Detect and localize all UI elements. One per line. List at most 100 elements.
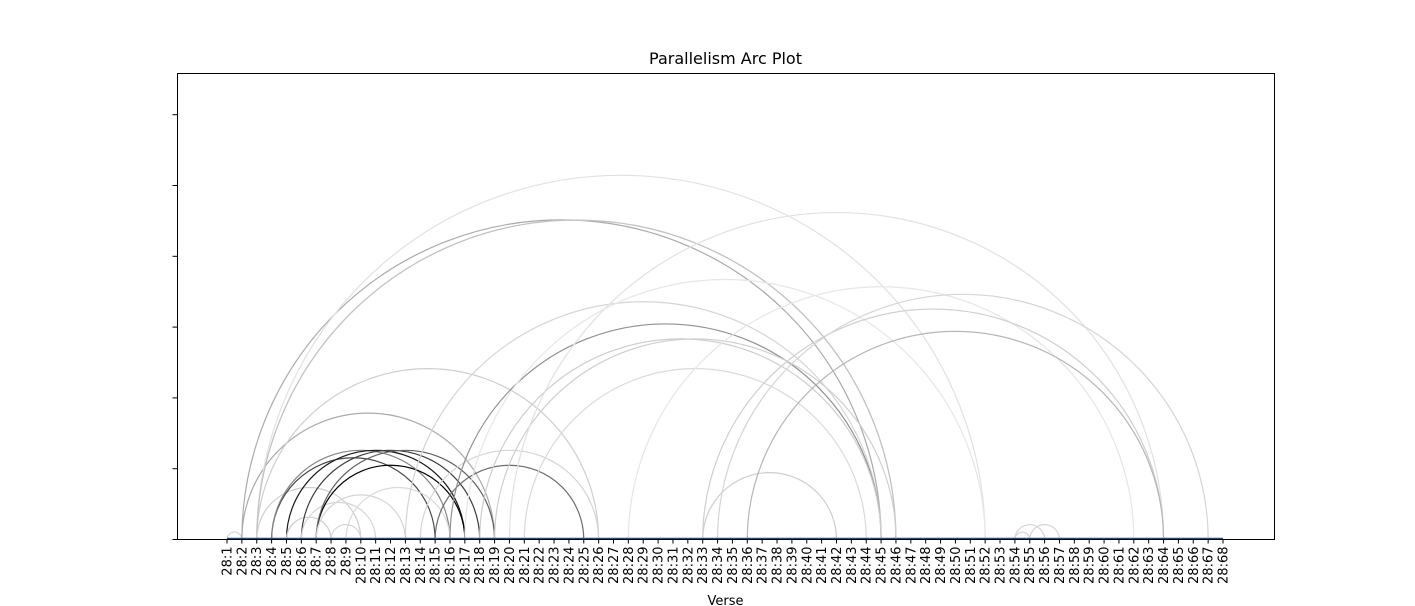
- x-tick-label: 28:22: [533, 547, 548, 584]
- x-tick-label: 28:8: [325, 547, 340, 576]
- arc-28-55-to-28-57: [1029, 524, 1061, 540]
- x-tick-label: 28:56: [1038, 547, 1053, 584]
- x-tick-label: 28:2: [235, 547, 250, 576]
- x-tick-label: 28:65: [1172, 547, 1187, 584]
- arc-28-2-to-28-19: [241, 412, 496, 540]
- y-axis: [172, 114, 178, 540]
- x-tick-label: 28:57: [1053, 547, 1068, 584]
- arc-28-20-to-28-64: [508, 211, 1165, 540]
- x-tick-label: 28:25: [577, 547, 592, 584]
- x-tick-label: 28:43: [845, 547, 860, 584]
- x-tick-label: 28:9: [339, 547, 354, 576]
- x-tick-label: 28:47: [904, 547, 919, 584]
- x-tick-label: 28:61: [1112, 547, 1127, 584]
- x-tick-label: 28:33: [696, 547, 711, 584]
- x-tick-label: 28:64: [1157, 547, 1172, 584]
- arc-28-5-to-28-8: [285, 516, 332, 540]
- x-tick-label: 28:32: [681, 547, 696, 584]
- x-tick-label: 28:12: [384, 547, 399, 584]
- arc-28-33-to-28-42: [702, 472, 838, 540]
- x-tick-label: 28:4: [265, 547, 280, 576]
- x-tick-label: 28:62: [1127, 547, 1142, 584]
- x-tick-label: 28:35: [726, 547, 741, 584]
- x-tick-label: 28:52: [979, 547, 994, 584]
- arc-28-3-to-28-52: [256, 174, 986, 540]
- arc-28-9-to-28-16: [345, 486, 451, 540]
- arc-28-3-to-28-26: [256, 367, 600, 540]
- x-tick-label: 28:16: [443, 547, 458, 584]
- x-tick-label: 28:42: [830, 547, 845, 584]
- x-tick-label: 28:21: [518, 547, 533, 584]
- arc-28-3-to-28-10: [256, 486, 362, 540]
- x-axis-label: Verse: [708, 594, 744, 606]
- arc-28-3-to-28-46: [256, 219, 897, 540]
- x-tick-label: 28:41: [815, 547, 830, 584]
- arc-28-5-to-28-17: [285, 449, 466, 540]
- x-tick-label: 28:63: [1142, 547, 1157, 584]
- arc-28-2-to-28-45: [241, 219, 882, 540]
- x-tick-label: 28:45: [875, 547, 890, 584]
- x-tick-label: 28:37: [756, 547, 771, 584]
- x-tick-label: 28:68: [1217, 547, 1232, 584]
- x-tick-label: 28:40: [800, 547, 815, 584]
- arc-28-8-to-28-10: [330, 524, 362, 540]
- arc-28-54-to-28-55: [1014, 531, 1031, 540]
- x-tick-label: 28:44: [860, 547, 875, 584]
- arc-28-16-to-28-45: [449, 323, 882, 540]
- arc-28-7-to-28-13: [315, 494, 406, 540]
- x-tick-label: 28:19: [488, 547, 503, 584]
- arc-28-6-to-28-11: [300, 501, 377, 540]
- arc-28-14-to-28-26: [419, 449, 600, 540]
- x-tick-label: 28:48: [919, 547, 934, 584]
- x-tick-label: 28:7: [310, 547, 325, 576]
- x-tick-label: 28:15: [429, 547, 444, 584]
- x-tick-label: 28:18: [473, 547, 488, 584]
- x-tick-label: 28:58: [1068, 547, 1083, 584]
- x-tick-label: 28:59: [1083, 547, 1098, 584]
- chart-title: Parallelism Arc Plot: [649, 49, 802, 68]
- x-tick-label: 28:27: [607, 547, 622, 584]
- x-tick-label: 28:66: [1187, 547, 1202, 584]
- x-tick-label: 28:38: [771, 547, 786, 584]
- x-tick-label: 28:53: [994, 547, 1009, 584]
- arc-28-36-to-28-64: [746, 330, 1165, 540]
- arc-28-6-to-28-18: [300, 449, 481, 540]
- x-tick-label: 28:36: [741, 547, 756, 584]
- x-tick-label: 28:39: [785, 547, 800, 584]
- x-tick-label: 28:50: [949, 547, 964, 584]
- x-tick-label: 28:34: [711, 547, 726, 584]
- x-tick-label: 28:1: [221, 547, 236, 576]
- axes-frame: [177, 73, 1275, 540]
- x-tick-label: 28:20: [503, 547, 518, 584]
- x-tick-label: 28:46: [889, 547, 904, 584]
- x-tick-label: 28:29: [637, 547, 652, 584]
- arc-28-28-to-28-62: [627, 286, 1135, 540]
- x-tick-label: 28:26: [592, 547, 607, 584]
- x-tick-label: 28:5: [280, 547, 295, 576]
- arc-28-7-to-28-17: [315, 464, 466, 540]
- arc-28-17-to-28-52: [464, 278, 986, 540]
- x-tick-label: 28:49: [934, 547, 949, 584]
- x-tick-label: 28:51: [964, 547, 979, 584]
- x-tick-label: 28:67: [1202, 547, 1217, 584]
- x-tick-label: 28:13: [399, 547, 414, 584]
- x-tick-label: 28:28: [622, 547, 637, 584]
- arc-28-3-to-28-46: [256, 219, 897, 540]
- x-tick-label: 28:54: [1008, 547, 1023, 584]
- arc-28-54-to-28-56: [1014, 524, 1046, 540]
- x-tick-label: 28:23: [548, 547, 563, 584]
- arc-28-7-to-28-19: [315, 449, 496, 540]
- x-tick-label: 28:3: [250, 547, 265, 576]
- arc-28-33-to-28-64: [702, 308, 1165, 540]
- x-tick-label: 28:60: [1098, 547, 1113, 584]
- x-tick-label: 28:6: [295, 547, 310, 576]
- x-tick-label: 28:31: [666, 547, 681, 584]
- x-tick-label: 28:24: [562, 547, 577, 584]
- arc-28-4-to-28-16: [270, 449, 451, 540]
- x-tick-label: 28:30: [652, 547, 667, 584]
- arcs-layer: [226, 174, 1208, 540]
- x-tick-label: 28:14: [414, 547, 429, 584]
- arc-28-13-to-28-45: [404, 301, 882, 540]
- x-tick-label: 28:55: [1023, 547, 1038, 584]
